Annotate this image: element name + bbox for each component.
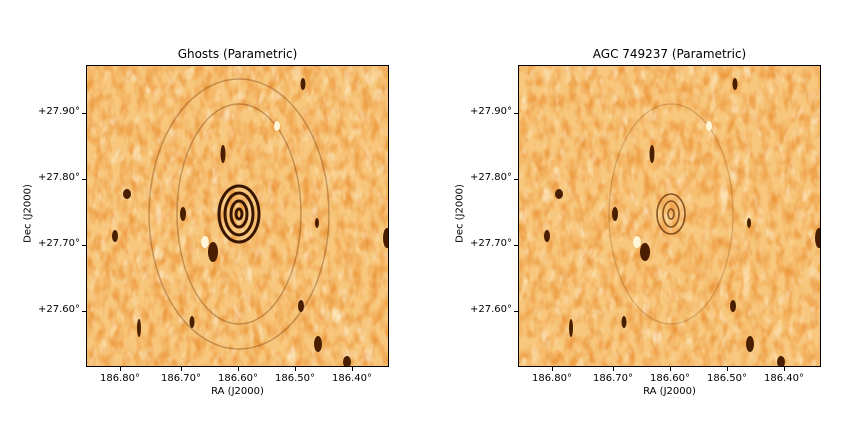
y-tick-label: +27.90° [469, 106, 512, 117]
panel-title: AGC 749237 (Parametric) [592, 47, 747, 61]
y-tick-label: +27.60° [469, 304, 512, 315]
y-tick-mark [82, 245, 86, 246]
x-tick-mark [727, 367, 728, 371]
radio-image [519, 66, 820, 366]
faint-ghost-rings [148, 78, 330, 350]
x-tick-mark [613, 367, 614, 371]
y-tick-mark [82, 311, 86, 312]
x-tick-label: 186.40° [332, 373, 372, 384]
y-tick-label: +27.90° [37, 106, 80, 117]
x-axis-label: RA (J2000) [643, 386, 696, 397]
x-tick-mark [670, 367, 671, 371]
y-tick-label: +27.70° [37, 238, 80, 249]
faint-ghost-rings [608, 103, 734, 325]
dark-blobs [112, 78, 388, 366]
panel-title: Ghosts (Parametric) [177, 47, 298, 61]
x-tick-label: 186.50° [707, 373, 747, 384]
x-tick-mark [552, 367, 553, 371]
y-tick-mark [82, 113, 86, 114]
x-tick-label: 186.40° [764, 373, 804, 384]
right-panel: AGC 749237 (Parametric) [432, 0, 864, 432]
left-panel: Ghosts (Parametric) [22, 47, 389, 397]
radio-image [87, 66, 388, 366]
bright-spots [201, 121, 280, 248]
y-tick-mark [514, 245, 518, 246]
x-tick-mark [120, 367, 121, 371]
y-tick-label: +27.80° [37, 172, 80, 183]
dark-blobs [544, 78, 820, 366]
x-tick-mark [784, 367, 785, 371]
y-tick-label: +27.60° [37, 304, 80, 315]
x-tick-label: 186.60° [218, 373, 258, 384]
x-tick-mark [352, 367, 353, 371]
x-tick-label: 186.70° [161, 373, 201, 384]
x-axis-label: RA (J2000) [211, 386, 264, 397]
y-axis-label: Dec (J2000) [454, 184, 466, 243]
source-rings [217, 184, 261, 244]
x-tick-mark [238, 367, 239, 371]
x-tick-label: 186.80° [100, 373, 140, 384]
y-tick-mark [82, 179, 86, 180]
y-tick-label: +27.70° [469, 238, 512, 249]
x-tick-label: 186.70° [593, 373, 633, 384]
bright-spots [633, 121, 712, 248]
y-tick-label: +27.80° [469, 172, 512, 183]
x-tick-label: 186.50° [275, 373, 315, 384]
x-tick-label: 186.80° [532, 373, 572, 384]
x-tick-label: 186.60° [650, 373, 690, 384]
y-tick-mark [514, 179, 518, 180]
source-rings [656, 193, 686, 235]
x-tick-mark [181, 367, 182, 371]
x-tick-mark [295, 367, 296, 371]
y-axis-label: Dec (J2000) [22, 184, 34, 243]
image-plot [86, 65, 389, 367]
y-tick-mark [514, 113, 518, 114]
image-plot [518, 65, 821, 367]
y-tick-mark [514, 311, 518, 312]
